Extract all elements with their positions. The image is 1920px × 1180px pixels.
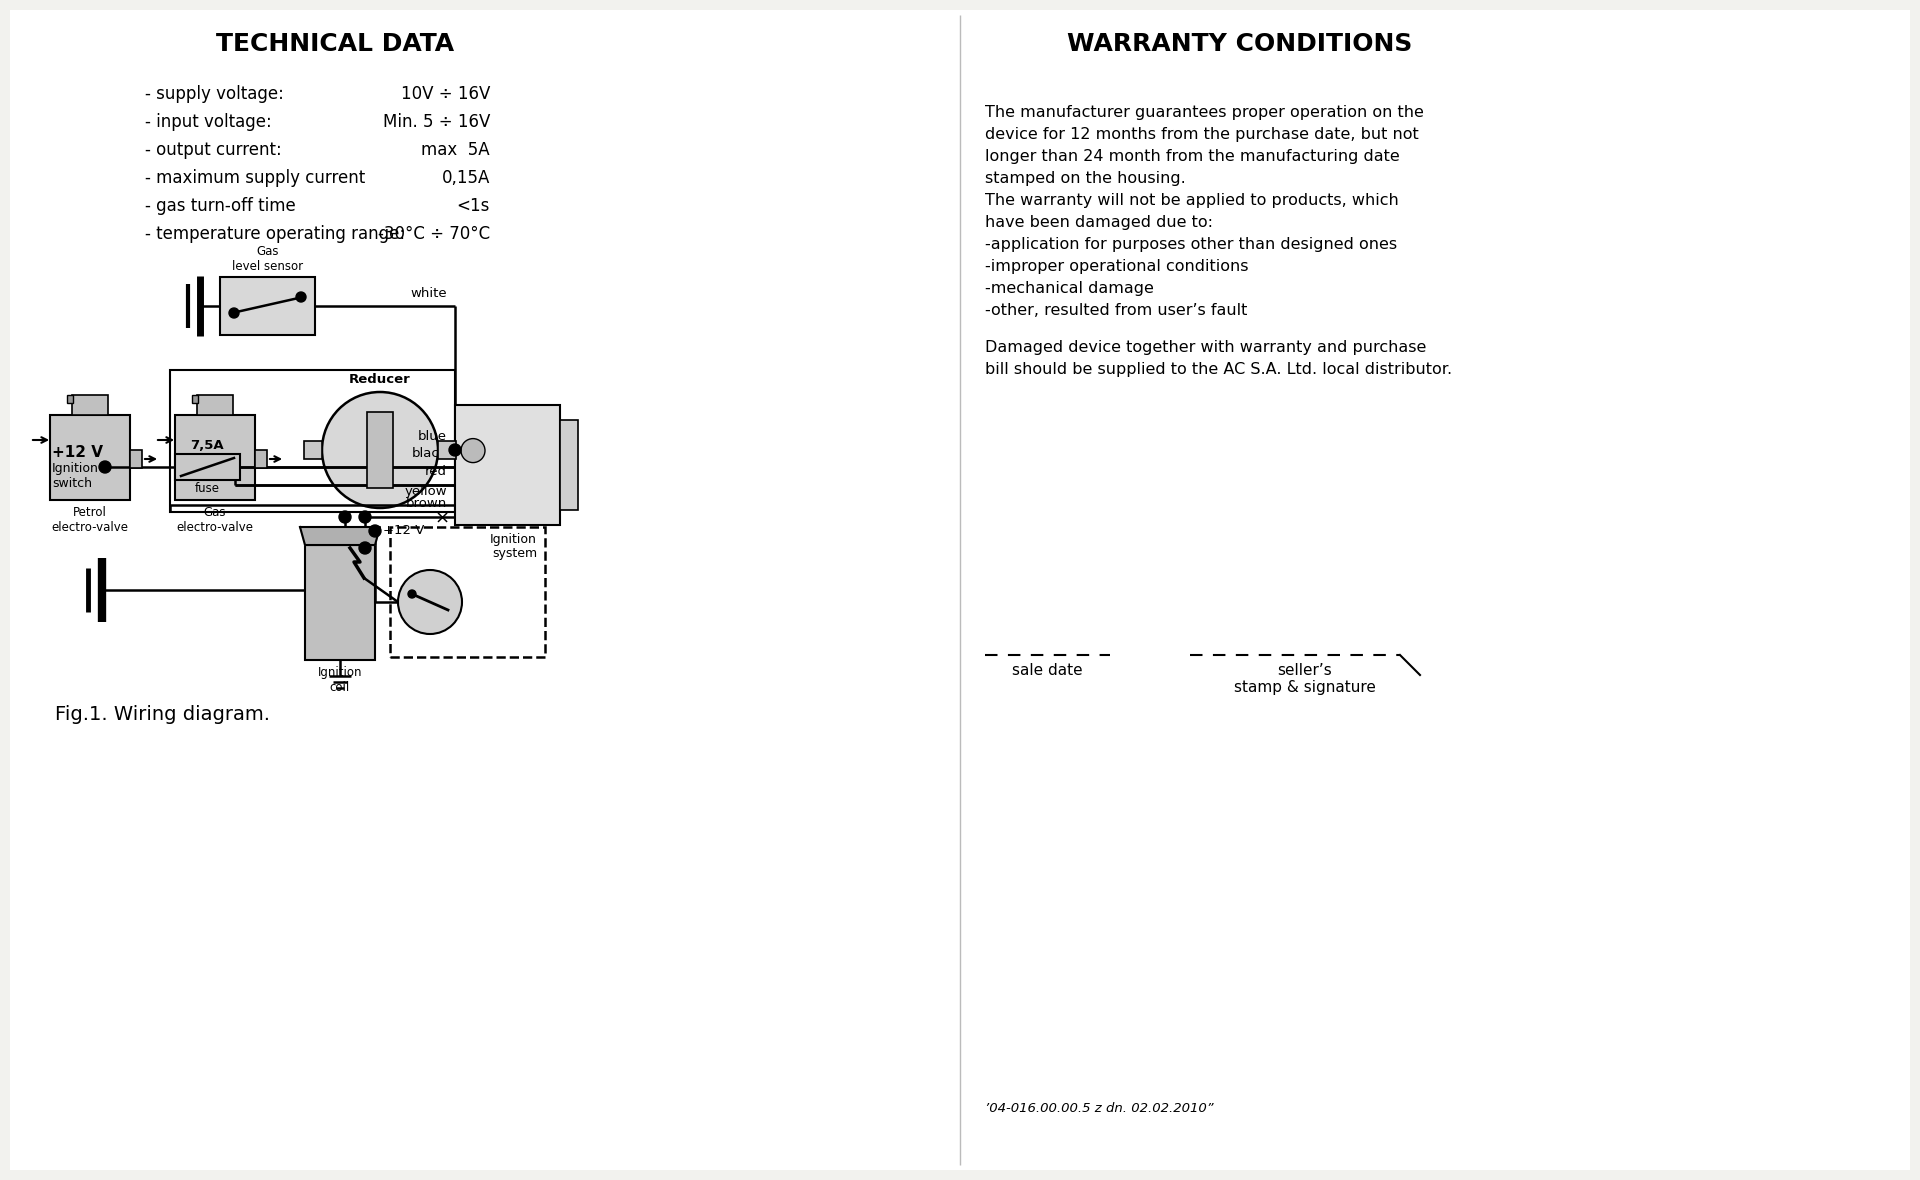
Text: -30°C ÷ 70°C: -30°C ÷ 70°C xyxy=(378,225,490,243)
Text: - temperature operating range:: - temperature operating range: xyxy=(146,225,405,243)
Text: bill should be supplied to the AC S.A. Ltd. local distributor.: bill should be supplied to the AC S.A. L… xyxy=(985,362,1452,376)
Circle shape xyxy=(228,308,238,317)
Circle shape xyxy=(407,590,417,598)
Text: Min. 5 ÷ 16V: Min. 5 ÷ 16V xyxy=(382,113,490,131)
Text: -mechanical damage: -mechanical damage xyxy=(985,281,1154,296)
Text: black: black xyxy=(411,447,447,460)
Text: Petrol - LPG: Petrol - LPG xyxy=(468,413,530,422)
Bar xyxy=(175,454,240,480)
Text: Fig.1. Wiring diagram.: Fig.1. Wiring diagram. xyxy=(56,704,271,725)
Bar xyxy=(305,545,374,660)
Text: red: red xyxy=(424,465,447,478)
Text: -application for purposes other than designed ones: -application for purposes other than des… xyxy=(985,237,1398,253)
Bar xyxy=(455,405,561,525)
Text: device for 12 months from the purchase date, but not: device for 12 months from the purchase d… xyxy=(985,127,1419,142)
Text: Ignition: Ignition xyxy=(52,463,98,476)
Bar xyxy=(255,450,267,468)
Bar xyxy=(367,412,394,489)
Text: blue: blue xyxy=(419,430,447,442)
Text: stamped on the housing.: stamped on the housing. xyxy=(985,171,1187,186)
Text: <1s: <1s xyxy=(457,197,490,215)
Text: 0,15A: 0,15A xyxy=(442,169,490,186)
Text: - output current:: - output current: xyxy=(146,140,282,159)
Text: switch: switch xyxy=(52,477,92,490)
Bar xyxy=(390,527,545,657)
Bar xyxy=(50,415,131,500)
Text: - input voltage:: - input voltage: xyxy=(146,113,273,131)
Text: WARRANTY CONDITIONS: WARRANTY CONDITIONS xyxy=(1068,32,1413,55)
Text: Ignition
coil: Ignition coil xyxy=(317,666,363,694)
Text: Ignition: Ignition xyxy=(490,533,538,546)
Text: -improper operational conditions: -improper operational conditions xyxy=(985,258,1248,274)
Circle shape xyxy=(359,542,371,553)
Text: brown: brown xyxy=(405,497,447,510)
Text: -other, resulted from user’s fault: -other, resulted from user’s fault xyxy=(985,303,1248,317)
Bar xyxy=(67,395,73,404)
Text: Gas
level sensor: Gas level sensor xyxy=(232,245,303,273)
Bar xyxy=(171,371,455,512)
Text: The manufacturer guarantees proper operation on the: The manufacturer guarantees proper opera… xyxy=(985,105,1425,120)
Text: have been damaged due to:: have been damaged due to: xyxy=(985,215,1213,230)
Text: max  5A: max 5A xyxy=(420,140,490,159)
Text: fuse: fuse xyxy=(194,481,219,494)
Text: system: system xyxy=(492,548,538,560)
Circle shape xyxy=(323,392,438,509)
Bar xyxy=(561,420,578,510)
Text: Reducer: Reducer xyxy=(349,373,411,386)
Text: ×: × xyxy=(434,510,449,527)
Bar xyxy=(303,441,323,459)
Text: TECHNICAL DATA: TECHNICAL DATA xyxy=(215,32,453,55)
Polygon shape xyxy=(300,527,380,545)
Text: 7,5A: 7,5A xyxy=(190,439,225,452)
Circle shape xyxy=(340,511,351,523)
Bar xyxy=(198,395,232,415)
Text: STAG2-G: STAG2-G xyxy=(465,441,532,455)
Bar xyxy=(192,395,198,404)
Circle shape xyxy=(461,439,486,463)
Text: white: white xyxy=(411,287,447,300)
Text: +12 V: +12 V xyxy=(52,445,104,460)
Circle shape xyxy=(397,570,463,634)
Text: - maximum supply current: - maximum supply current xyxy=(146,169,365,186)
Text: 10V ÷ 16V: 10V ÷ 16V xyxy=(401,85,490,103)
Circle shape xyxy=(359,511,371,523)
Text: sale date: sale date xyxy=(1012,663,1083,678)
Circle shape xyxy=(449,444,461,455)
Bar xyxy=(131,450,142,468)
Text: Petrol
electro-valve: Petrol electro-valve xyxy=(52,506,129,535)
Text: - supply voltage:: - supply voltage: xyxy=(146,85,284,103)
Text: ’04-016.00.00.5 z dn. 02.02.2010”: ’04-016.00.00.5 z dn. 02.02.2010” xyxy=(985,1102,1213,1115)
Text: switch: switch xyxy=(482,425,516,435)
Bar xyxy=(221,277,315,335)
Bar xyxy=(73,395,108,415)
Text: +12 V: +12 V xyxy=(382,524,424,537)
Text: The warranty will not be applied to products, which: The warranty will not be applied to prod… xyxy=(985,194,1400,208)
Text: seller’s
stamp & signature: seller’s stamp & signature xyxy=(1235,663,1377,695)
Circle shape xyxy=(369,525,380,537)
Bar xyxy=(438,441,457,459)
Text: - gas turn-off time: - gas turn-off time xyxy=(146,197,296,215)
Circle shape xyxy=(100,461,111,473)
Circle shape xyxy=(296,291,305,302)
Text: Damaged device together with warranty and purchase: Damaged device together with warranty an… xyxy=(985,340,1427,355)
Bar xyxy=(175,415,255,500)
Text: longer than 24 month from the manufacturing date: longer than 24 month from the manufactur… xyxy=(985,149,1400,164)
Text: Gas
electro-valve: Gas electro-valve xyxy=(177,506,253,535)
Text: yellow: yellow xyxy=(405,485,447,498)
